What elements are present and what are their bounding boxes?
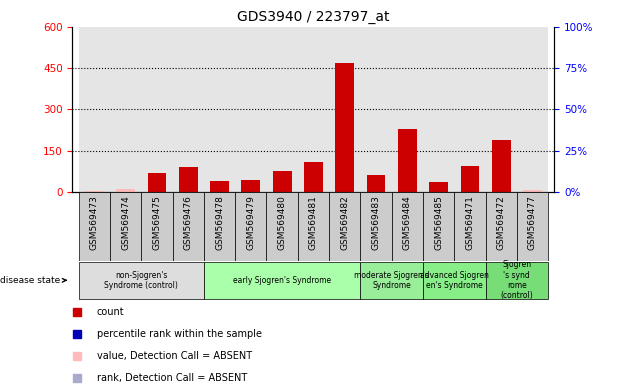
Text: GSM569485: GSM569485 — [434, 195, 443, 250]
Bar — [79, 192, 110, 261]
Bar — [273, 171, 292, 192]
Bar — [360, 262, 423, 299]
Text: moderate Sjogren's
Syndrome: moderate Sjogren's Syndrome — [354, 271, 429, 290]
Bar — [517, 192, 548, 261]
Text: early Sjogren's Syndrome: early Sjogren's Syndrome — [233, 276, 331, 285]
Bar — [360, 27, 392, 192]
Bar — [486, 262, 548, 299]
Bar — [235, 192, 266, 261]
Text: disease state: disease state — [0, 276, 66, 285]
Bar — [367, 175, 386, 192]
Text: non-Sjogren's
Syndrome (control): non-Sjogren's Syndrome (control) — [105, 271, 178, 290]
Bar — [429, 182, 448, 192]
Text: GSM569479: GSM569479 — [246, 195, 255, 250]
Bar — [486, 27, 517, 192]
Bar — [241, 180, 260, 192]
Bar — [141, 27, 173, 192]
Title: GDS3940 / 223797_at: GDS3940 / 223797_at — [237, 10, 390, 25]
Bar — [392, 27, 423, 192]
Text: GSM569475: GSM569475 — [152, 195, 161, 250]
Bar — [147, 173, 166, 192]
Bar — [454, 27, 486, 192]
Bar — [117, 189, 135, 192]
Bar — [85, 190, 104, 192]
Bar — [517, 27, 548, 192]
Bar — [461, 166, 479, 192]
Bar — [360, 192, 392, 261]
Bar — [523, 190, 542, 192]
Bar — [329, 192, 360, 261]
Bar — [79, 262, 204, 299]
Text: Sjogren
's synd
rome
(control): Sjogren 's synd rome (control) — [500, 260, 533, 300]
Bar — [235, 27, 266, 192]
Bar — [110, 27, 141, 192]
Text: GSM569473: GSM569473 — [90, 195, 99, 250]
Text: value, Detection Call = ABSENT: value, Detection Call = ABSENT — [96, 351, 251, 361]
Text: GSM569484: GSM569484 — [403, 195, 412, 250]
Text: GSM569477: GSM569477 — [528, 195, 537, 250]
Bar — [173, 27, 204, 192]
Text: rank, Detection Call = ABSENT: rank, Detection Call = ABSENT — [96, 373, 247, 383]
Text: count: count — [96, 307, 124, 317]
Bar — [204, 192, 235, 261]
Bar — [298, 192, 329, 261]
Bar — [141, 192, 173, 261]
Bar — [110, 192, 141, 261]
Text: GSM569480: GSM569480 — [278, 195, 287, 250]
Text: GSM569478: GSM569478 — [215, 195, 224, 250]
Bar — [79, 27, 110, 192]
Text: advanced Sjogren
en's Syndrome: advanced Sjogren en's Syndrome — [420, 271, 489, 290]
Bar — [304, 162, 323, 192]
Text: GSM569471: GSM569471 — [466, 195, 474, 250]
Text: GSM569483: GSM569483 — [372, 195, 381, 250]
Text: GSM569482: GSM569482 — [340, 195, 349, 250]
Bar — [335, 63, 354, 192]
Text: GSM569481: GSM569481 — [309, 195, 318, 250]
Text: percentile rank within the sample: percentile rank within the sample — [96, 329, 261, 339]
Text: GSM569476: GSM569476 — [184, 195, 193, 250]
Bar — [423, 262, 486, 299]
Bar — [266, 192, 298, 261]
Bar — [492, 140, 510, 192]
Bar — [204, 262, 360, 299]
Bar — [179, 167, 198, 192]
Bar — [266, 27, 298, 192]
Bar — [204, 27, 235, 192]
Bar — [423, 27, 454, 192]
Bar — [298, 27, 329, 192]
Text: GSM569472: GSM569472 — [496, 195, 506, 250]
Bar — [392, 192, 423, 261]
Bar — [173, 192, 204, 261]
Bar — [210, 181, 229, 192]
Bar — [329, 27, 360, 192]
Bar — [423, 192, 454, 261]
Bar — [454, 192, 486, 261]
Text: GSM569474: GSM569474 — [121, 195, 130, 250]
Bar — [486, 192, 517, 261]
Bar — [398, 129, 416, 192]
